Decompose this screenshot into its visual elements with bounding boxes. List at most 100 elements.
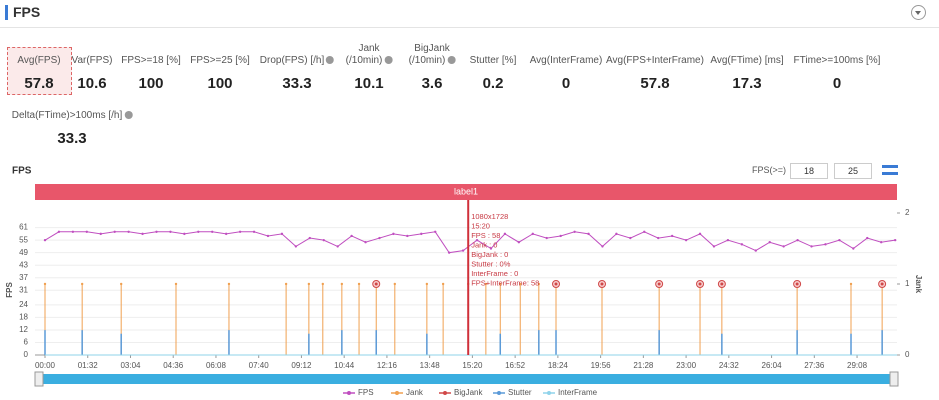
- metric-label-text: Stutter [%]: [469, 55, 517, 66]
- jank-point: [80, 282, 84, 286]
- x-tick-label: 24:32: [719, 361, 740, 370]
- fps-point: [517, 241, 521, 244]
- metric-label-text: Var(FPS): [71, 55, 113, 66]
- y-tick-label: 31: [19, 285, 28, 294]
- bigjank-point: [600, 282, 604, 286]
- fps-point: [573, 230, 576, 233]
- metric-label: FTime>=100ms [%]: [794, 55, 881, 67]
- threshold-input[interactable]: 25: [834, 163, 872, 179]
- y-tick-label: 55: [19, 235, 28, 244]
- x-tick-label: 04:36: [163, 361, 184, 370]
- fps-point: [754, 249, 757, 252]
- fps-point: [322, 238, 325, 242]
- fps-point: [294, 245, 298, 248]
- metric-value: 0: [832, 75, 842, 92]
- metric-label: Avg(FTime) [ms]: [710, 55, 783, 67]
- fps-point: [266, 234, 270, 238]
- legend-swatch-dot: [347, 391, 351, 395]
- metric-label-text: Drop(FPS) [/h]: [259, 55, 325, 66]
- fps-point: [43, 238, 47, 242]
- metric-label-text: Delta(FTime)>100ms [/h]: [11, 110, 123, 121]
- x-tick-label: 27:36: [804, 361, 825, 370]
- fps-point: [893, 238, 897, 242]
- selected-metric-box[interactable]: [7, 47, 72, 95]
- metric-value: 57.8: [640, 75, 670, 92]
- fps-point: [852, 247, 855, 250]
- jank-point: [537, 282, 541, 286]
- bigjank-point: [880, 282, 884, 286]
- fps-point: [169, 230, 172, 233]
- y-tick-label: 61: [19, 223, 28, 232]
- threshold-input[interactable]: 18: [790, 163, 828, 179]
- y2-tick-label: 0: [905, 350, 910, 359]
- fps-point: [420, 232, 423, 236]
- y-tick-label: 37: [19, 273, 28, 282]
- fps-point: [768, 241, 771, 244]
- slider-handle[interactable]: [889, 371, 899, 387]
- fps-point: [880, 241, 883, 244]
- header-divider: [0, 27, 939, 28]
- label-band[interactable]: [35, 184, 897, 200]
- fps-point: [475, 238, 479, 242]
- y-tick-label: 18: [19, 313, 28, 322]
- metric-value: 33.3: [282, 75, 312, 92]
- metric-label-text: Avg(FPS+InterFrame): [606, 55, 704, 66]
- x-tick-label: 15:20: [462, 361, 483, 370]
- label-band-text: label1: [454, 186, 478, 196]
- jank-point: [174, 282, 178, 286]
- help-icon[interactable]: [326, 56, 335, 64]
- fps-point: [810, 245, 813, 248]
- metric-value: 17.3: [732, 75, 762, 92]
- threshold-label: FPS(>=): [752, 165, 787, 175]
- metric-value: 100: [138, 75, 164, 92]
- collapse-button[interactable]: [911, 5, 926, 20]
- fps-point: [824, 243, 827, 246]
- x-tick-label: 21:28: [633, 361, 654, 370]
- fps-point: [85, 230, 89, 233]
- fps-point: [406, 234, 409, 238]
- fps-point: [559, 234, 562, 238]
- x-tick-label: 13:48: [420, 361, 441, 370]
- jank-point: [340, 282, 344, 286]
- y-tick-label: 43: [19, 260, 28, 269]
- fps-point: [183, 232, 186, 236]
- tooltip-line: BigJank : 0: [471, 250, 508, 259]
- tooltip-line: 1080x1728: [471, 212, 508, 221]
- fps-point: [531, 232, 534, 236]
- metric-value: 57.8: [24, 75, 54, 92]
- bigjank-point: [795, 282, 799, 286]
- y-tick-label: 6: [24, 338, 29, 347]
- metric-value: 0: [561, 75, 571, 92]
- chart-menu-icon[interactable]: [882, 165, 898, 175]
- x-tick-label: 29:08: [847, 361, 868, 370]
- fps-line: [44, 231, 896, 254]
- legend-label: InterFrame: [558, 388, 598, 397]
- fps-point: [615, 232, 618, 236]
- slider-handle[interactable]: [34, 371, 44, 387]
- y-axis-label: FPS: [5, 282, 14, 298]
- fps-point: [336, 245, 339, 248]
- metric-label-text: Jank (/10min): [345, 43, 383, 66]
- jank-point: [357, 282, 361, 286]
- fps-point: [866, 236, 869, 240]
- range-slider[interactable]: [38, 374, 897, 384]
- header-accent: [5, 5, 8, 20]
- fps-point: [113, 230, 116, 233]
- help-icon[interactable]: [124, 111, 133, 119]
- metric-label-text: FPS>=18 [%]: [121, 55, 181, 66]
- jank-point: [441, 282, 445, 286]
- fps-point: [782, 245, 785, 248]
- legend-label: Stutter: [508, 388, 532, 397]
- fps-point: [197, 230, 200, 233]
- help-icon[interactable]: [384, 56, 393, 64]
- tooltip-line: FPS : 58: [471, 231, 500, 240]
- help-icon[interactable]: [447, 56, 456, 64]
- x-tick-label: 19:56: [591, 361, 612, 370]
- jank-point: [519, 282, 522, 286]
- fps-point: [545, 236, 548, 240]
- legend-label: Jank: [406, 388, 424, 397]
- fps-point: [238, 230, 242, 233]
- jank-point: [849, 282, 853, 286]
- metric-label-text: FPS>=25 [%]: [190, 55, 250, 66]
